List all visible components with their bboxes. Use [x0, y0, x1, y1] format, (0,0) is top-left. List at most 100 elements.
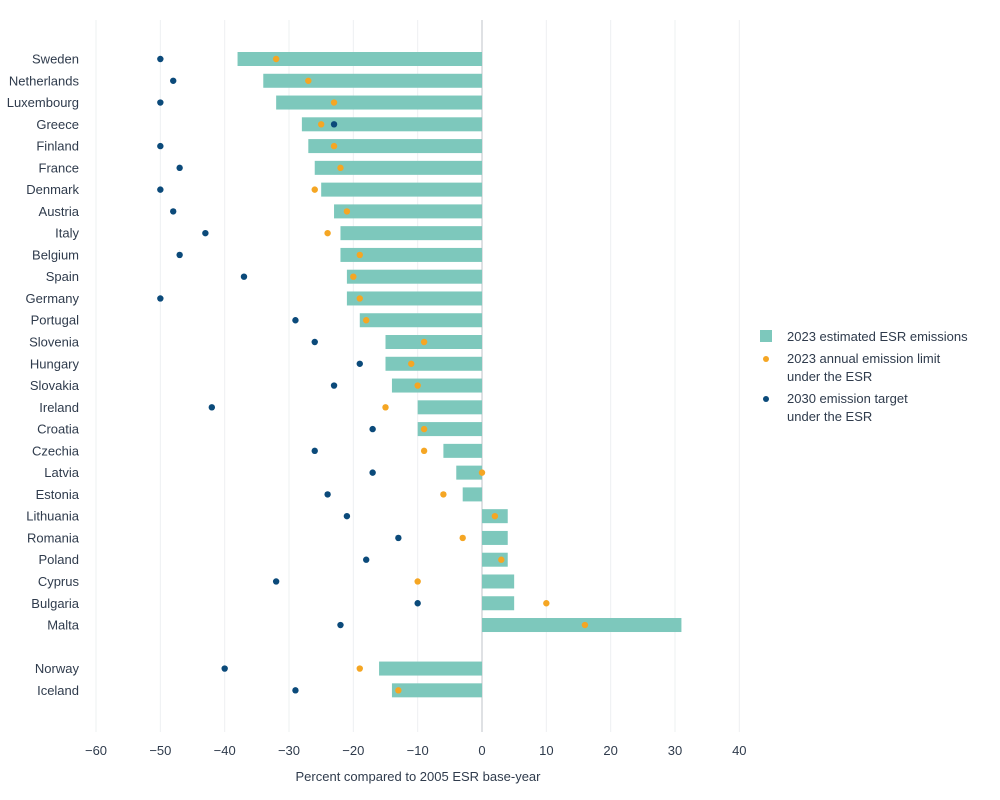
legend-label: 2023 estimated ESR emissions — [787, 329, 968, 344]
limit-dot-denmark — [311, 186, 318, 193]
y-tick-label: Romania — [27, 530, 80, 545]
bar-austria — [334, 204, 482, 219]
limit-dot-slovenia — [420, 338, 428, 346]
target-dot-slovenia — [311, 338, 318, 346]
bar-iceland — [391, 683, 482, 698]
target-dot-denmark — [157, 186, 164, 193]
y-tick-label: Austria — [39, 204, 80, 219]
target-dot-italy — [202, 229, 209, 237]
limit-dot-iceland — [395, 687, 402, 694]
y-tick-label: Finland — [36, 139, 79, 154]
limit-dot-luxembourg — [330, 99, 338, 106]
x-tick-label: −20 — [342, 743, 364, 758]
target-dot-greece — [330, 121, 338, 128]
x-tick-label: −30 — [278, 743, 300, 758]
bar-denmark — [321, 182, 482, 197]
limit-dot-austria — [343, 208, 351, 215]
y-tick-label: Norway — [35, 661, 80, 676]
y-tick-label: Spain — [46, 269, 79, 284]
bar-netherlands — [263, 73, 482, 88]
limit-dot-hungary — [408, 360, 415, 367]
x-tick-label: 30 — [668, 743, 682, 758]
target-dot-bulgaria — [414, 600, 421, 607]
limit-dot-finland — [330, 142, 338, 150]
target-dot-latvia — [369, 469, 376, 476]
bar-norway — [379, 661, 482, 676]
bar-croatia — [417, 422, 482, 437]
bar-finland — [308, 139, 482, 154]
target-dot-iceland — [292, 687, 299, 694]
y-tick-label: Lithuania — [26, 509, 80, 524]
x-tick-label: 40 — [732, 743, 746, 758]
bar-portugal — [359, 313, 482, 328]
target-dot-netherlands — [170, 77, 177, 84]
limit-dot-malta — [581, 621, 589, 629]
limit-dot-latvia — [478, 469, 486, 476]
target-dot-belgium — [176, 251, 183, 259]
legend-item-limit: 2023 annual emission limit under the ESR — [760, 350, 1000, 386]
y-tick-label: Belgium — [32, 247, 79, 262]
y-tick-label: Bulgaria — [31, 596, 79, 611]
legend-label: under the ESR — [787, 409, 873, 424]
y-tick-label: Greece — [36, 117, 79, 132]
target-dot-sweden — [157, 55, 164, 63]
y-tick-label: Estonia — [36, 487, 80, 502]
y-tick-label: France — [39, 160, 79, 175]
x-tick-label: −40 — [214, 743, 236, 758]
limit-dot-sweden — [272, 55, 280, 63]
bar-sweden — [237, 52, 482, 66]
bar-luxembourg — [276, 95, 482, 110]
limit-dot-greece — [317, 121, 325, 128]
bar-italy — [340, 226, 482, 241]
limit-dot-norway — [356, 665, 363, 672]
bar-slovakia — [391, 378, 482, 393]
bar-germany — [346, 291, 482, 306]
y-tick-label: Italy — [55, 226, 79, 241]
target-dot-poland — [363, 556, 370, 563]
limit-dot-italy — [324, 229, 331, 237]
limit-dot-spain — [350, 273, 357, 280]
y-tick-label: Luxembourg — [7, 95, 79, 110]
target-dot-germany — [157, 295, 164, 302]
bar-belgium — [340, 247, 482, 262]
x-tick-label: −50 — [149, 743, 171, 758]
bar-spain — [346, 269, 482, 284]
limit-dot-slovakia — [414, 382, 421, 389]
y-tick-label: Denmark — [26, 182, 79, 197]
target-dot-portugal — [292, 317, 299, 324]
bar-ireland — [417, 400, 482, 415]
y-tick-label: Germany — [26, 291, 80, 306]
bar-romania — [482, 530, 508, 545]
bar-france — [314, 160, 482, 175]
y-tick-label: Slovakia — [30, 378, 80, 393]
target-dot-malta — [337, 621, 344, 629]
target-dot-spain — [240, 273, 248, 280]
y-tick-label: Malta — [47, 618, 80, 633]
x-tick-label: −10 — [407, 743, 429, 758]
y-tick-label: Portugal — [31, 313, 80, 328]
target-dot-norway — [221, 665, 228, 672]
legend-item-emissions: 2023 estimated ESR emissions — [760, 328, 1000, 346]
target-dot-estonia — [324, 491, 331, 498]
y-tick-label: Croatia — [37, 422, 80, 437]
limit-dot-germany — [356, 295, 363, 302]
target-dot-finland — [157, 142, 164, 150]
y-tick-label: Sweden — [32, 52, 79, 67]
bar-bulgaria — [482, 596, 515, 611]
target-dot-hungary — [356, 360, 363, 367]
legend-label: 2030 emission target — [787, 391, 908, 406]
target-dot-czechia — [311, 447, 318, 455]
target-dot-croatia — [369, 425, 376, 433]
y-tick-label: Netherlands — [9, 73, 80, 88]
legend-swatch-bar — [760, 330, 772, 342]
limit-dot-lithuania — [491, 512, 499, 520]
y-tick-label: Cyprus — [38, 574, 80, 589]
x-tick-label: 20 — [603, 743, 617, 758]
limit-dot-france — [337, 164, 344, 172]
limit-dot-portugal — [363, 317, 370, 324]
limit-dot-bulgaria — [543, 600, 550, 607]
target-dot-france — [176, 164, 183, 172]
limit-dot-cyprus — [414, 578, 421, 585]
legend-swatch-orange-dot — [763, 356, 769, 362]
limit-dot-croatia — [420, 425, 428, 433]
